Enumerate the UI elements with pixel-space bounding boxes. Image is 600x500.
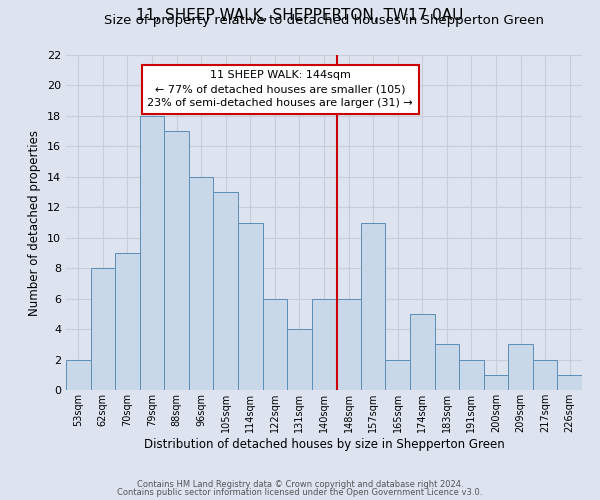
Bar: [434, 344, 459, 390]
Bar: [459, 360, 484, 390]
Bar: [115, 253, 140, 390]
Text: 11, SHEEP WALK, SHEPPERTON, TW17 0AU: 11, SHEEP WALK, SHEPPERTON, TW17 0AU: [136, 8, 464, 22]
Bar: [287, 329, 312, 390]
Bar: [263, 298, 287, 390]
Bar: [508, 344, 533, 390]
Bar: [91, 268, 115, 390]
Bar: [336, 298, 361, 390]
Bar: [140, 116, 164, 390]
X-axis label: Distribution of detached houses by size in Shepperton Green: Distribution of detached houses by size …: [143, 438, 505, 450]
Bar: [484, 375, 508, 390]
Bar: [385, 360, 410, 390]
Text: 11 SHEEP WALK: 144sqm
← 77% of detached houses are smaller (105)
23% of semi-det: 11 SHEEP WALK: 144sqm ← 77% of detached …: [147, 70, 413, 108]
Text: Contains HM Land Registry data © Crown copyright and database right 2024.: Contains HM Land Registry data © Crown c…: [137, 480, 463, 489]
Text: Contains public sector information licensed under the Open Government Licence v3: Contains public sector information licen…: [118, 488, 482, 497]
Bar: [312, 298, 336, 390]
Bar: [238, 222, 263, 390]
Bar: [557, 375, 582, 390]
Bar: [533, 360, 557, 390]
Bar: [164, 131, 189, 390]
Bar: [214, 192, 238, 390]
Bar: [66, 360, 91, 390]
Bar: [410, 314, 434, 390]
Y-axis label: Number of detached properties: Number of detached properties: [28, 130, 41, 316]
Bar: [189, 177, 214, 390]
Bar: [361, 222, 385, 390]
Title: Size of property relative to detached houses in Shepperton Green: Size of property relative to detached ho…: [104, 14, 544, 28]
